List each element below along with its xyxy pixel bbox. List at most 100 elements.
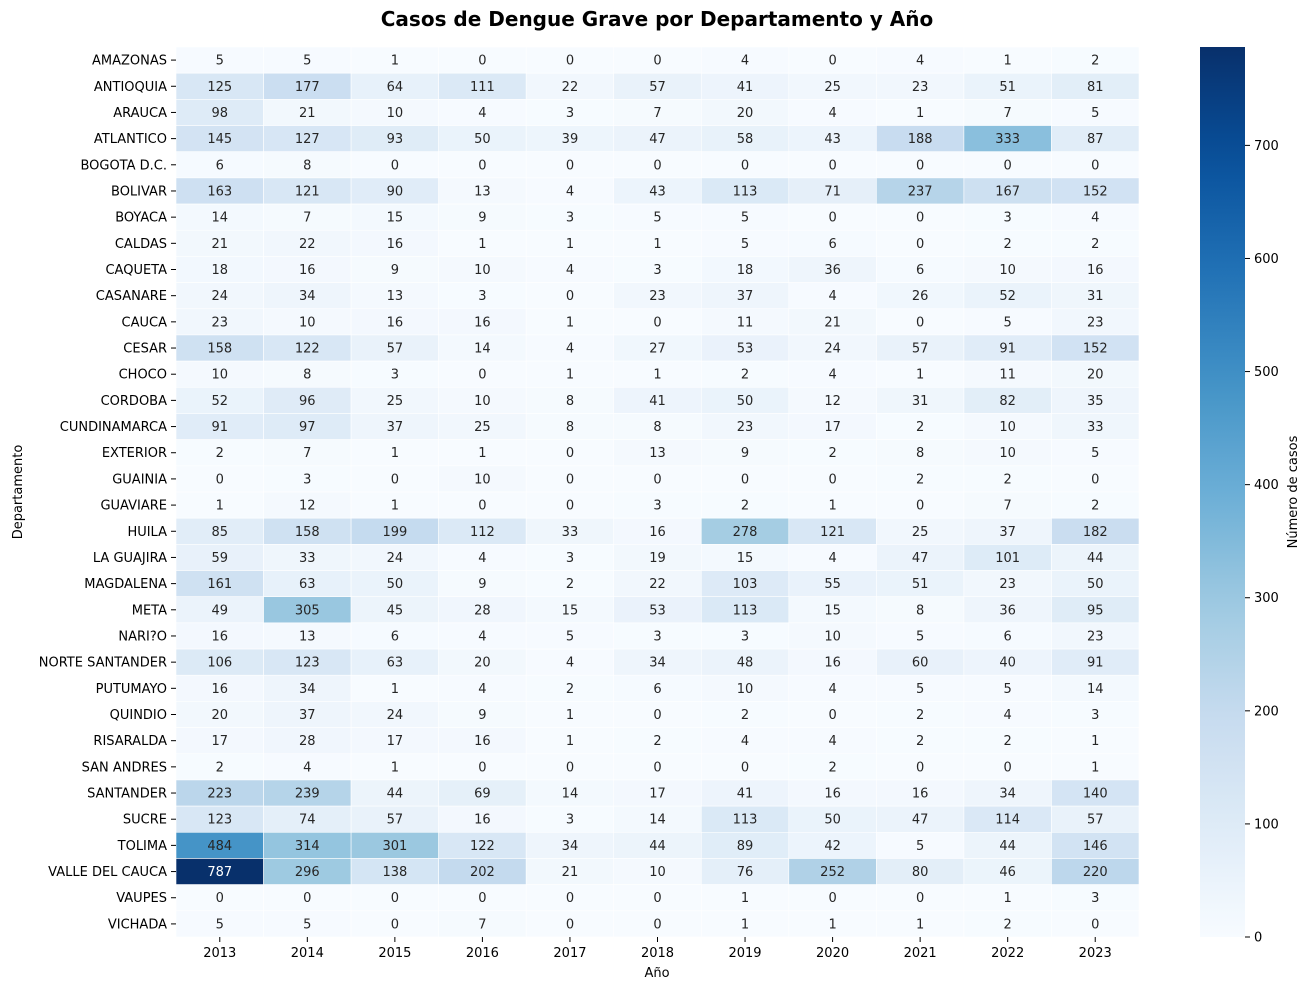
heatmap-cell (876, 701, 965, 728)
heatmap-cell (963, 648, 1052, 676)
heatmap-cell (525, 648, 615, 676)
heatmap-cell (613, 831, 702, 859)
cell-value-label: 202 (470, 865, 495, 880)
cell-value-label: 101 (995, 551, 1020, 566)
cell-value-label: 0 (566, 472, 574, 487)
cell-value-label: 23 (211, 315, 228, 330)
cell-value-label: 0 (653, 158, 661, 173)
cell-value-label: 55 (824, 577, 841, 592)
heatmap-cell (350, 805, 439, 833)
cell-value-label: 0 (741, 472, 749, 487)
heatmap-cell (263, 910, 352, 938)
heatmap-cell (438, 517, 527, 545)
heatmap-cell (1051, 779, 1140, 807)
cell-value-label: 0 (216, 891, 224, 906)
cell-value-label: 5 (1004, 315, 1012, 330)
y-axis-label: Departamento (11, 445, 26, 540)
cell-value-label: 17 (824, 420, 841, 435)
heatmap-cell (263, 727, 352, 755)
cell-value-label: 3 (566, 813, 574, 828)
cell-value-label: 89 (737, 839, 754, 854)
heatmap-cell (613, 46, 702, 74)
heatmap-cell (525, 753, 615, 781)
cell-value-label: 16 (387, 315, 404, 330)
heatmap-cell (525, 334, 615, 362)
cell-value-label: 10 (999, 263, 1016, 278)
cell-value-label: 50 (387, 577, 404, 592)
cell-value-label: 0 (828, 472, 836, 487)
heatmap-cell (350, 334, 439, 362)
cell-value-label: 0 (653, 917, 661, 932)
cell-value-label: 4 (478, 551, 486, 566)
heatmap-cell (876, 596, 965, 624)
heatmap-cell (788, 544, 877, 571)
cell-value-label: 1 (391, 760, 399, 775)
cell-value-label: 35 (1087, 394, 1104, 409)
colorbar-tick-label: 700 (1254, 139, 1279, 154)
heatmap-cell (263, 779, 352, 807)
heatmap-cell (613, 151, 702, 179)
cell-value-label: 33 (299, 551, 316, 566)
cell-value-label: 1 (566, 368, 574, 383)
cell-value-label: 14 (211, 211, 228, 226)
heatmap-cell (350, 46, 439, 74)
cell-value-label: 1 (1091, 760, 1099, 775)
cell-value-label: 80 (912, 865, 929, 880)
cell-value-label: 1 (916, 917, 924, 932)
cell-value-label: 37 (299, 708, 316, 723)
heatmap-cell (700, 360, 790, 388)
cell-value-label: 1 (741, 917, 749, 932)
cell-value-label: 0 (916, 158, 924, 173)
cell-value-label: 6 (828, 237, 836, 252)
cell-value-label: 31 (912, 394, 929, 409)
cell-value-label: 37 (737, 289, 754, 304)
cell-value-label: 50 (474, 132, 491, 147)
cell-value-label: 0 (478, 368, 486, 383)
cell-value-label: 122 (470, 839, 495, 854)
heatmap-cell (350, 596, 439, 624)
heatmap-cell (438, 177, 527, 205)
cell-value-label: 6 (916, 263, 924, 278)
heatmap-cell (876, 517, 965, 545)
heatmap-cell (700, 334, 790, 362)
cell-value-label: 25 (387, 394, 404, 409)
heatmap-cell (525, 544, 615, 571)
heatmap-cell (1051, 570, 1140, 598)
cell-value-label: 0 (828, 54, 836, 69)
heatmap-cell (263, 570, 352, 598)
cell-value-label: 6 (653, 682, 661, 697)
cell-value-label: 0 (653, 54, 661, 69)
cell-value-label: 4 (828, 682, 836, 697)
cell-value-label: 24 (387, 708, 404, 723)
cell-value-label: 2 (566, 682, 574, 697)
y-tick-label: HUILA (127, 525, 167, 540)
cell-value-label: 25 (824, 80, 841, 95)
cell-value-label: 23 (912, 80, 929, 95)
cell-value-label: 10 (474, 472, 491, 487)
heatmap-cell (350, 570, 439, 598)
cell-value-label: 2 (566, 577, 574, 592)
cell-value-label: 50 (737, 394, 754, 409)
cell-value-label: 5 (741, 237, 749, 252)
cell-value-label: 10 (649, 865, 666, 880)
cell-value-label: 1 (391, 446, 399, 461)
cell-value-label: 112 (470, 525, 495, 540)
cell-value-label: 46 (999, 865, 1016, 880)
cell-value-label: 1 (478, 446, 486, 461)
colorbar-tick-label: 400 (1254, 478, 1279, 493)
heatmap-cell (263, 46, 352, 74)
heatmap-cell (876, 282, 965, 310)
cell-value-label: 27 (649, 342, 666, 357)
cell-value-label: 333 (995, 132, 1020, 147)
cell-value-label: 1 (828, 917, 836, 932)
cell-value-label: 0 (828, 708, 836, 723)
y-tick-label: META (132, 603, 167, 618)
heatmap-cell (876, 884, 965, 912)
heatmap-cell (700, 413, 790, 440)
cell-value-label: 10 (474, 263, 491, 278)
cell-value-label: 199 (382, 525, 407, 540)
heatmap-cell (788, 46, 877, 74)
cell-value-label: 0 (916, 211, 924, 226)
cell-value-label: 12 (824, 394, 841, 409)
heatmap-cell (788, 413, 877, 440)
